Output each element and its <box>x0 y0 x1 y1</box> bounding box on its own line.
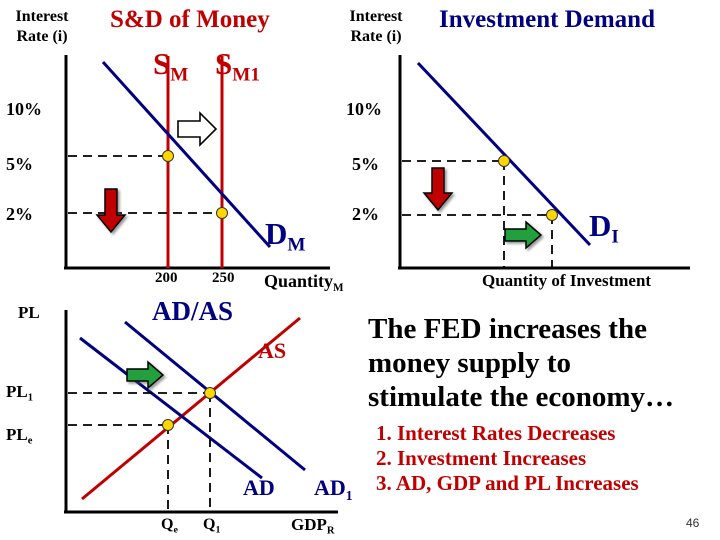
summary-headline-line3: stimulate the economy… <box>368 381 675 413</box>
money-y-axis-label-line2: Rate (i) <box>16 28 68 45</box>
money-new-equilibrium-point <box>216 207 228 219</box>
q1-label-text: Q <box>203 516 216 533</box>
q1-label: Q1 <box>203 516 220 535</box>
money-equilibrium-point <box>162 150 174 162</box>
summary-steps: 1. Interest Rates Decreases 2. Investmen… <box>376 421 639 496</box>
investment-rate-down-arrow <box>422 167 454 212</box>
ple-label-text: PL <box>6 425 28 444</box>
investment-rate-tick-2: 2% <box>352 204 379 224</box>
investment-rate-tick-10: 10% <box>346 99 382 119</box>
money-supply-label: SM <box>153 46 188 87</box>
ad-curve <box>79 336 263 480</box>
adas-new-equilibrium <box>204 387 216 399</box>
as-curve <box>81 316 301 501</box>
money-market-graph <box>64 55 330 270</box>
qe-label: Qe <box>161 516 178 535</box>
money-supply-label-sub: M <box>170 64 189 86</box>
ple-label: PLe <box>6 425 32 447</box>
summary-headline: The FED increases the money supply to st… <box>368 312 674 414</box>
investment-rate-tick-5: 5% <box>352 154 379 174</box>
ad1-curve-label-text: AD <box>314 475 346 500</box>
money-panel-title: S&D of Money <box>110 6 270 33</box>
money-supply-shifted-label: SM1 <box>215 46 260 87</box>
summary-step-2: 2. Investment Increases <box>376 446 587 470</box>
money-rate-tick-5: 5% <box>6 154 33 174</box>
money-demand-line <box>101 60 272 249</box>
investment-demand-label: DI <box>589 208 619 249</box>
money-demand-label-sub: M <box>287 234 306 256</box>
pl1-label-sub: 1 <box>27 392 33 404</box>
ad1-curve-label-sub: 1 <box>345 487 353 503</box>
money-quantity-tick-250: 250 <box>212 270 235 286</box>
investment-new-point <box>546 209 558 221</box>
money-rate-down-arrow <box>95 188 127 234</box>
pl1-label: PL1 <box>6 382 33 404</box>
adas-x-axis-label-sub: R <box>326 525 335 537</box>
money-supply-label-text: S <box>153 46 171 81</box>
investment-y-axis-label-line2: Rate (i) <box>350 28 402 45</box>
adas-initial-equilibrium <box>162 419 174 431</box>
investment-demand-label-sub: I <box>611 226 619 248</box>
adas-graph <box>64 310 338 514</box>
ple-label-sub: e <box>27 435 33 447</box>
investment-y-axis-label: Interest Rate (i) <box>338 7 414 47</box>
q1-label-sub: 1 <box>215 524 221 536</box>
investment-demand-graph <box>398 55 690 270</box>
slide-number: 46 <box>686 516 700 530</box>
money-demand-label: DM <box>265 216 306 257</box>
ad1-curve-label: AD1 <box>314 475 353 504</box>
investment-demand-label-text: D <box>589 208 612 243</box>
adas-panel-title: AD/AS <box>152 296 234 326</box>
money-demand-label-text: D <box>265 216 288 251</box>
summary-step-1: 1. Interest Rates Decreases <box>376 421 616 445</box>
as-curve-label: AS <box>258 338 287 363</box>
investment-initial-point <box>498 155 510 167</box>
money-y-axis-label-line1: Interest <box>15 8 69 25</box>
summary-step-3: 3. AD, GDP and PL Increases <box>376 471 639 495</box>
money-supply-shifted-label-sub: M1 <box>232 64 260 86</box>
money-x-axis-label: QuantityM <box>264 271 344 294</box>
adas-y-axis-label: PL <box>18 303 40 322</box>
qe-label-text: Q <box>161 516 174 533</box>
money-x-axis-label-text: Quantity <box>264 271 334 291</box>
investment-panel-title: Investment Demand <box>439 6 655 33</box>
money-shift-right-arrow <box>177 111 218 147</box>
money-quantity-tick-200: 200 <box>155 270 178 286</box>
summary-headline-line1: The FED increases the <box>368 313 647 345</box>
money-rate-tick-2: 2% <box>6 204 33 224</box>
money-rate-tick-10: 10% <box>6 99 42 119</box>
adas-x-axis-label: GDPR <box>291 515 335 537</box>
investment-y-axis-label-line1: Interest <box>349 8 403 25</box>
money-x-axis-label-sub: M <box>333 281 344 294</box>
ad-curve-label: AD <box>243 475 275 500</box>
investment-x-axis-label: Quantity of Investment <box>482 271 652 290</box>
money-y-axis-label: Interest Rate (i) <box>4 7 80 47</box>
qe-label-sub: e <box>173 524 178 536</box>
money-supply-shifted-label-text: S <box>215 46 233 81</box>
ad-shift-right-arrow <box>126 360 165 390</box>
investment-demand-line <box>416 61 592 247</box>
adas-x-axis-label-text: GDP <box>291 515 327 534</box>
investment-increase-arrow <box>504 220 543 250</box>
pl1-label-text: PL <box>6 382 28 401</box>
summary-headline-line2: money supply to <box>368 347 572 379</box>
